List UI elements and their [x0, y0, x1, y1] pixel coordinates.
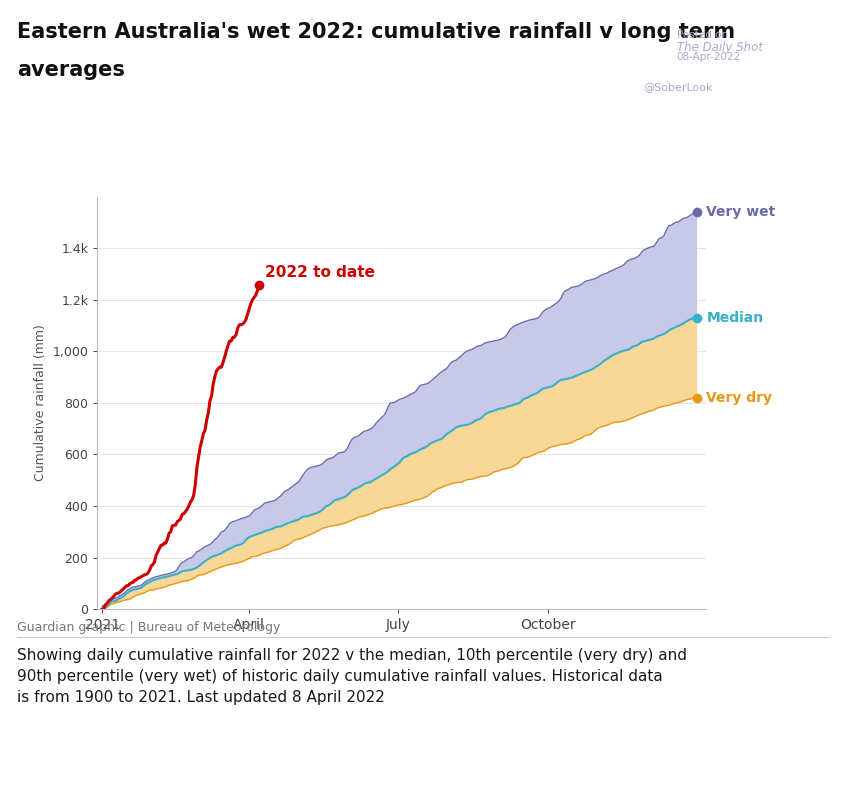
Text: averages: averages	[17, 60, 125, 79]
Text: Showing daily cumulative rainfall for 2022 v the median, 10th percentile (very d: Showing daily cumulative rainfall for 20…	[17, 648, 687, 706]
Text: 2022 to date: 2022 to date	[266, 266, 376, 281]
Y-axis label: Cumulative rainfall (mm): Cumulative rainfall (mm)	[34, 325, 47, 481]
Text: The Daily Shot: The Daily Shot	[677, 41, 763, 54]
Text: @SoberLook: @SoberLook	[643, 83, 712, 93]
Text: Very wet: Very wet	[706, 205, 776, 219]
Text: Guardian graphic | Bureau of Meteorology: Guardian graphic | Bureau of Meteorology	[17, 621, 280, 634]
Text: Eastern Australia's wet 2022: cumulative rainfall v long term: Eastern Australia's wet 2022: cumulative…	[17, 22, 735, 42]
Text: Very dry: Very dry	[706, 391, 772, 405]
Text: 08-Apr-2022: 08-Apr-2022	[677, 52, 741, 62]
Text: Median: Median	[706, 310, 764, 325]
Text: Posted on: Posted on	[677, 30, 728, 40]
